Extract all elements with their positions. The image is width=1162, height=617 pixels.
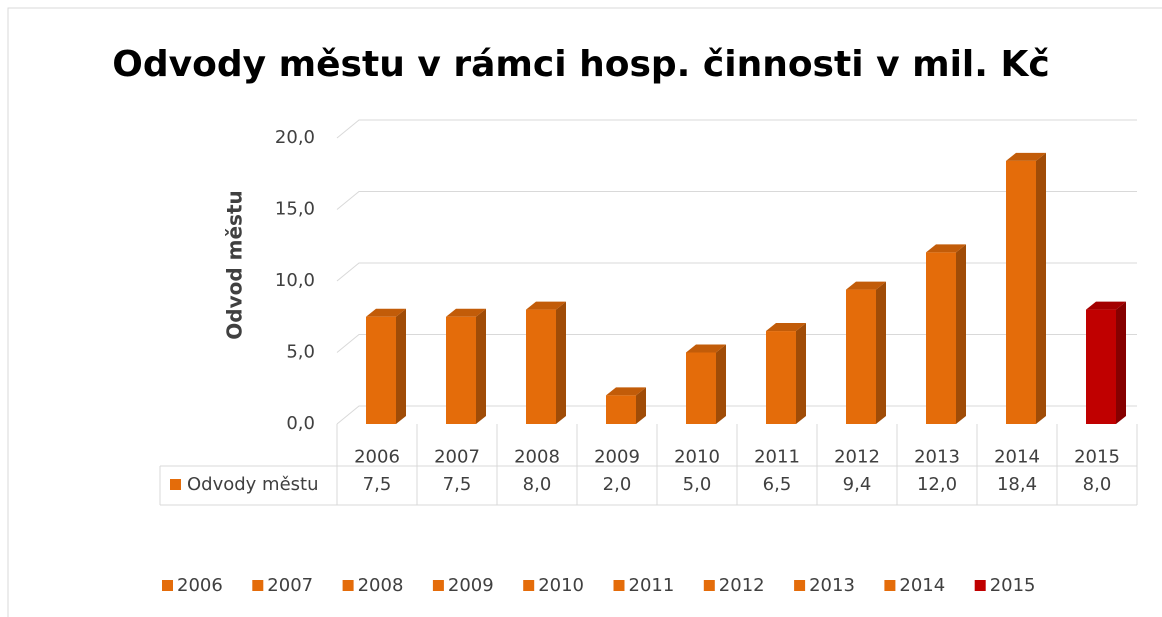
bar-top	[1086, 301, 1126, 310]
bar-top	[366, 308, 406, 317]
x-tick-label: 2006	[354, 447, 400, 468]
legend-key	[884, 580, 896, 591]
legend-label: 2006	[177, 575, 223, 596]
legend-key	[613, 580, 625, 591]
legend-key	[974, 580, 986, 591]
bar-top	[766, 323, 806, 332]
y-tick-label: 5,0	[286, 342, 315, 363]
legend-label: 2007	[267, 575, 313, 596]
bar-top	[1006, 152, 1046, 161]
table-value: 2,0	[603, 474, 632, 495]
legend-label: 2015	[990, 575, 1036, 596]
legend-label: 2009	[448, 575, 494, 596]
table-value: 12,0	[917, 474, 957, 495]
table-value: 18,4	[997, 474, 1037, 495]
table-legend-key	[170, 479, 181, 490]
bar	[366, 316, 396, 424]
bar-side	[556, 301, 566, 424]
table-value: 6,5	[763, 474, 792, 495]
legend-label: 2013	[809, 575, 855, 596]
table-value: 8,0	[523, 474, 552, 495]
legend-key	[523, 580, 535, 591]
chart-title: Odvody městu v rámci hosp. činnosti v mi…	[112, 44, 1049, 85]
bar-side	[476, 308, 486, 424]
grid-line	[336, 262, 1137, 282]
bar-side	[796, 323, 806, 424]
x-tick-label: 2007	[434, 447, 480, 468]
x-tick-label: 2011	[754, 447, 800, 468]
chart-border	[7, 7, 1162, 617]
legend-key	[342, 580, 354, 591]
legend-key	[162, 580, 173, 591]
legend-label: 2012	[719, 575, 765, 596]
legend-label: 2010	[538, 575, 584, 596]
x-tick-label: 2008	[514, 447, 560, 468]
legend-key	[794, 580, 806, 591]
bar-top	[606, 387, 646, 396]
table-value: 8,0	[1083, 474, 1112, 495]
bar-side	[876, 281, 886, 424]
bar-top	[686, 344, 726, 353]
y-axis-title: Odvod městu	[223, 190, 247, 339]
bar-side	[716, 344, 726, 424]
grid-line	[336, 191, 1137, 210]
x-tick-label: 2012	[834, 447, 880, 468]
bar	[606, 395, 636, 424]
bar	[686, 352, 716, 424]
bar-top	[526, 301, 566, 310]
x-tick-label: 2009	[594, 447, 640, 468]
bar-top	[446, 308, 486, 317]
legend-label: 2014	[899, 575, 945, 596]
legend-key	[703, 580, 715, 591]
table-value: 5,0	[683, 474, 712, 495]
table-value: 9,4	[843, 474, 872, 495]
y-tick-label: 10,0	[275, 270, 315, 291]
x-tick-label: 2015	[1074, 447, 1120, 468]
bar-top	[926, 244, 966, 253]
y-tick-label: 15,0	[275, 199, 315, 220]
bar-side	[956, 244, 966, 424]
bar-side	[636, 387, 646, 424]
legend-label: 2011	[629, 575, 675, 596]
table-series-name: Odvody městu	[187, 474, 319, 495]
bar	[846, 289, 876, 424]
grid-line	[336, 119, 1137, 139]
legend-label: 2008	[358, 575, 404, 596]
bar-side	[396, 308, 406, 424]
legend-key	[252, 580, 264, 591]
x-tick-label: 2013	[914, 447, 960, 468]
legend-key	[432, 580, 444, 591]
y-tick-label: 20,0	[275, 127, 315, 148]
bar-top	[846, 281, 886, 290]
table-value: 7,5	[363, 474, 392, 495]
bar	[1006, 160, 1036, 424]
bar-side	[1116, 301, 1126, 424]
bar	[926, 252, 956, 424]
x-tick-label: 2014	[994, 447, 1040, 468]
y-tick-label: 0,0	[286, 413, 315, 434]
x-tick-label: 2010	[674, 447, 720, 468]
table-value: 7,5	[443, 474, 472, 495]
bar	[766, 331, 796, 424]
bar-side	[1036, 152, 1046, 424]
bar	[1086, 309, 1116, 424]
bar	[526, 309, 556, 424]
bar	[446, 316, 476, 424]
